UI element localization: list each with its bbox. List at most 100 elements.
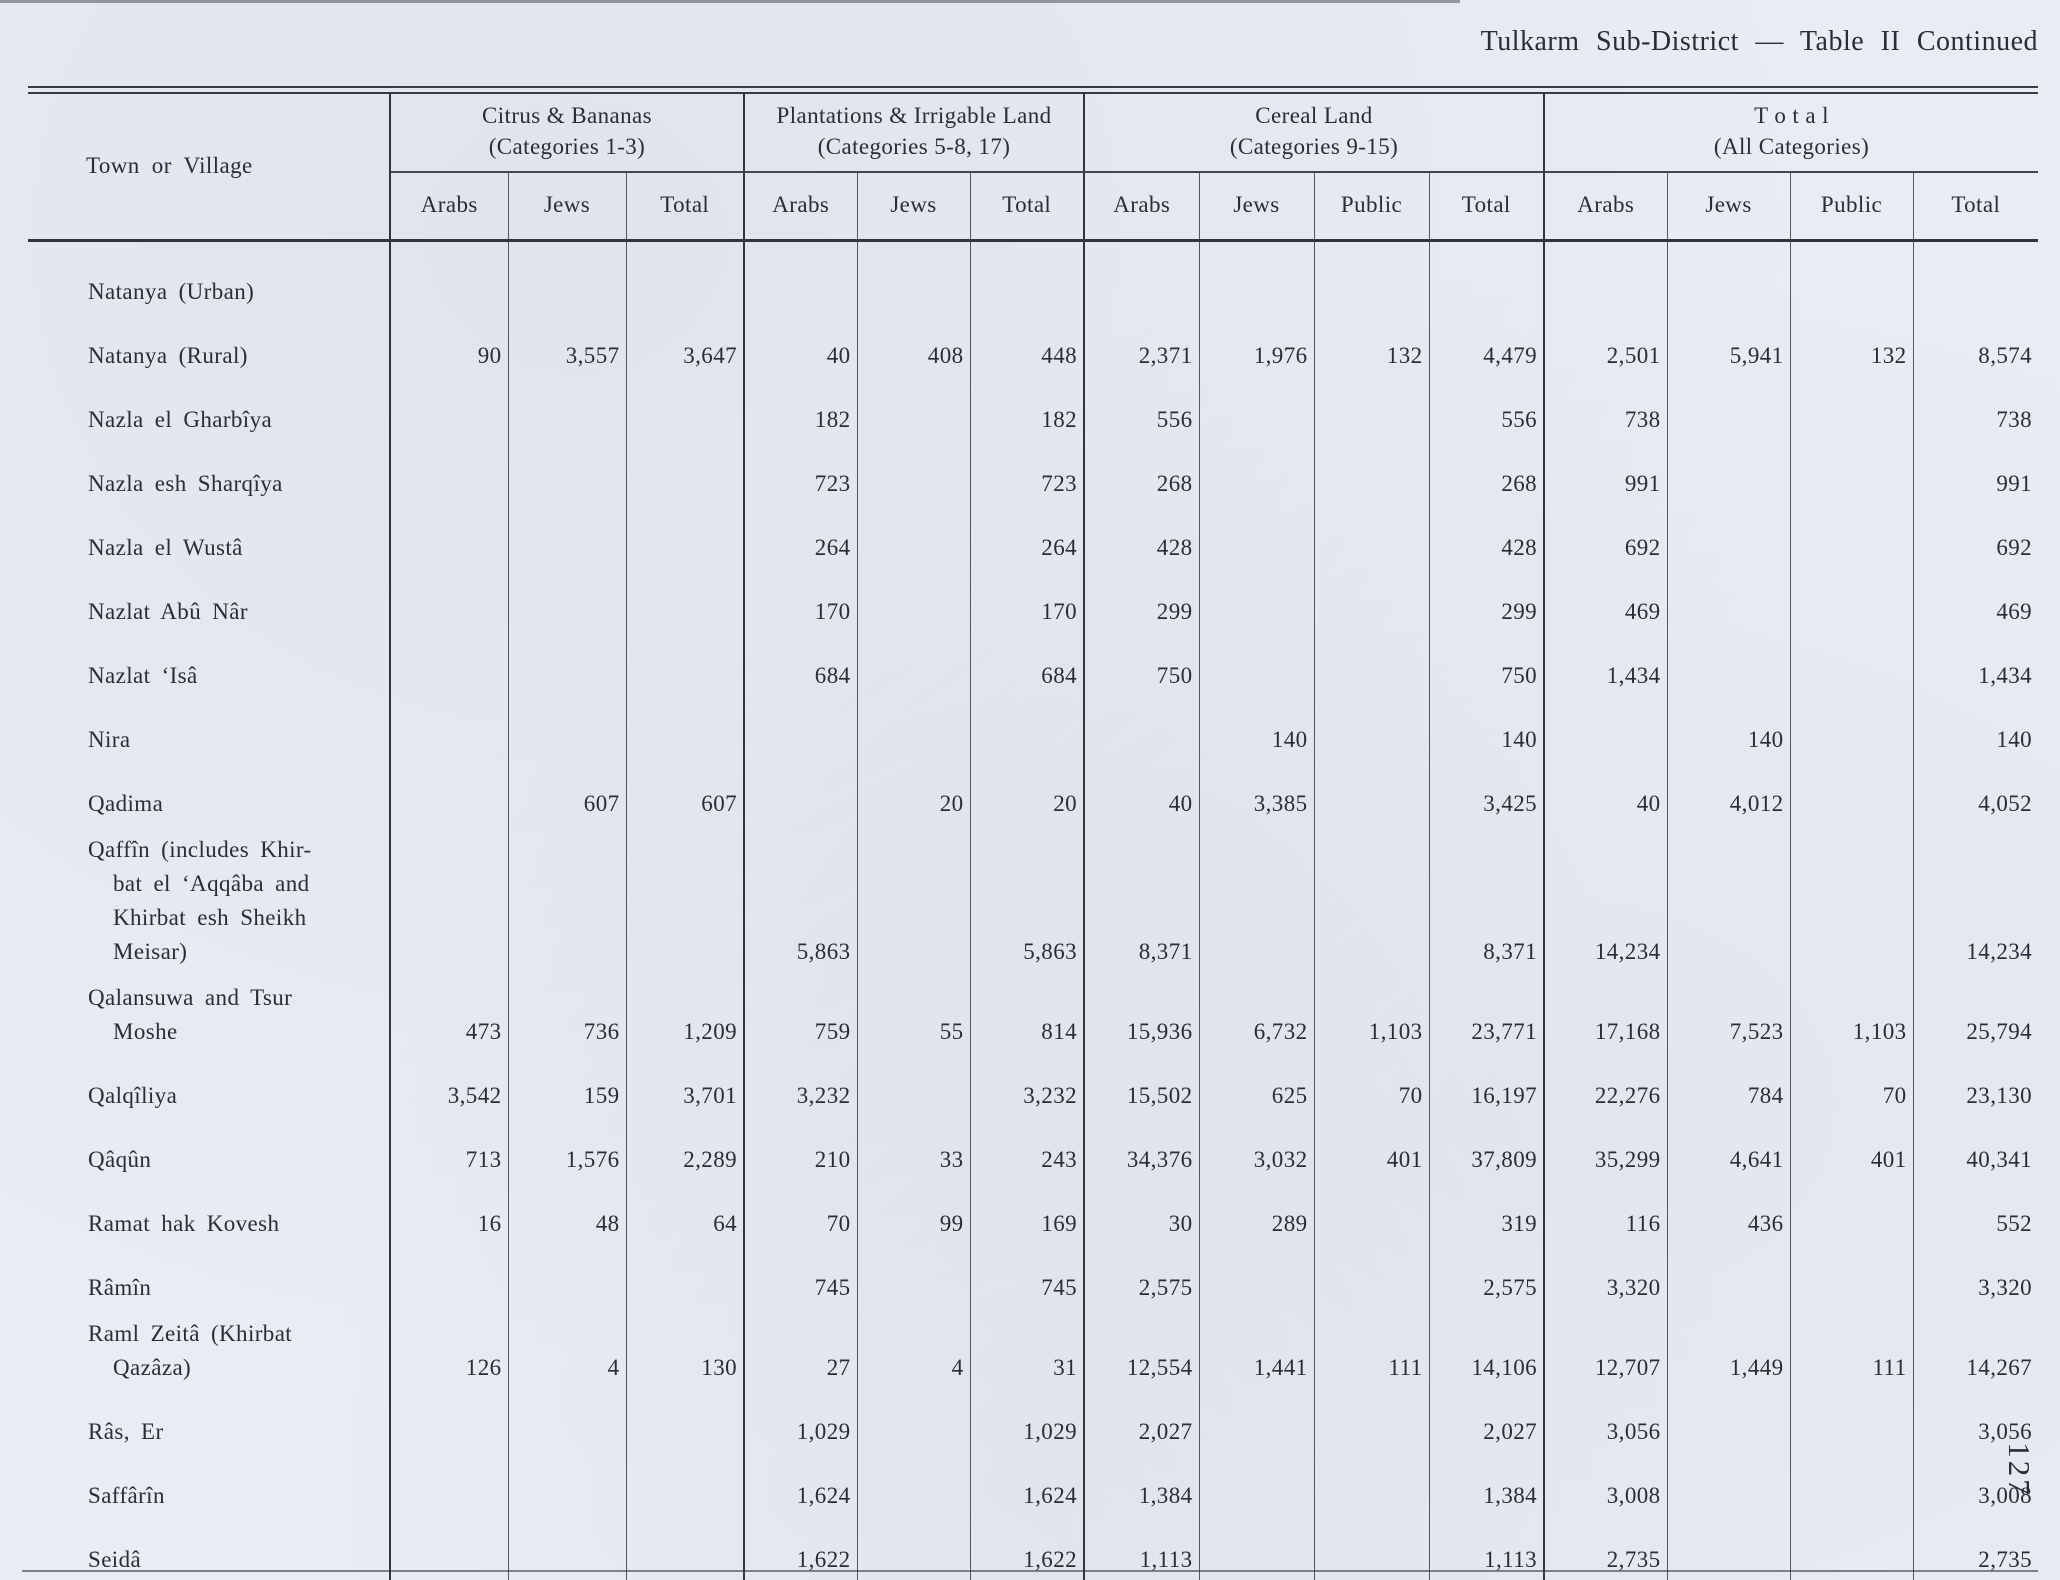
column-header: Arabs	[390, 172, 509, 242]
town-name-line: Qadima	[88, 791, 164, 816]
cell-value	[1199, 512, 1315, 576]
column-header: Total	[1913, 172, 2039, 242]
cell-value	[508, 512, 627, 576]
cell-value: 12,554	[1084, 1316, 1200, 1396]
town-name: Saffârîn	[28, 1460, 391, 1524]
cell-value: 2,575	[1429, 1252, 1546, 1316]
table-row: Natanya (Rural) 90 3,557 3,647 40 408 448 2,371…	[28, 320, 2038, 384]
cell-value: 159	[508, 1060, 627, 1124]
cell-value: 111	[1790, 1316, 1914, 1396]
cell-value: 14,234	[1544, 832, 1668, 980]
cell-value	[1667, 1396, 1791, 1460]
column-header: Public	[1314, 172, 1430, 242]
cell-value: 750	[1084, 640, 1200, 704]
cell-value: 33	[857, 1124, 971, 1188]
cell-value	[1314, 768, 1430, 832]
cell-value: 3,056	[1544, 1396, 1668, 1460]
cell-value: 1,029	[970, 1396, 1085, 1460]
town-name-line: Moshe	[113, 1019, 178, 1044]
cell-value	[1084, 704, 1200, 768]
town-name-line: Natanya (Rural)	[88, 343, 248, 368]
town-name-line: Nazlat Abû Nâr	[88, 599, 248, 624]
town-name-line: Qalansuwa and Tsur	[88, 985, 293, 1010]
cell-value	[1667, 448, 1791, 512]
cell-value: 3,056	[1978, 1419, 2033, 1444]
cell-value: 140	[1199, 704, 1315, 768]
table-row: Nira 140 140 140 140	[28, 704, 2038, 768]
cell-value	[1199, 576, 1315, 640]
town-name-line: Ramat hak Kovesh	[88, 1211, 280, 1236]
cell-value: 264	[744, 512, 858, 576]
table-row: Râs, Er 1,029 1,029 2,027 2,027 3,056 3,056	[28, 1396, 2038, 1460]
cell-value: 1,434	[1978, 663, 2033, 688]
group-sublabel: (Categories 5-8, 17)	[817, 134, 1011, 159]
cell-value: 723	[970, 448, 1085, 512]
table-row: Nazla esh Sharqîya 723 723 268 268 991 991	[28, 448, 2038, 512]
cell-value	[1199, 832, 1315, 980]
cell-value: 2,501	[1544, 320, 1668, 384]
cell-value	[1790, 1188, 1914, 1252]
cell-value	[1667, 576, 1791, 640]
town-name: Raml Zeitâ (Khirbat Qazâza)	[28, 1316, 391, 1396]
cell-value: 182	[970, 384, 1085, 448]
cell-value: 40	[1544, 768, 1668, 832]
cell-value	[1790, 704, 1914, 768]
column-header: Arabs	[1084, 172, 1200, 242]
cell-value: 1,449	[1667, 1316, 1791, 1396]
cell-value	[1790, 512, 1914, 576]
cell-value: 738	[1996, 407, 2033, 432]
cell-value	[1667, 1252, 1791, 1316]
cell-value: 607	[508, 768, 627, 832]
table-row: Qadima 607 607 20 20 40 3,385 3,425 40 4,012 4,052	[28, 768, 2038, 832]
column-header: Public	[1790, 172, 1914, 242]
cell-value: 3,032	[1199, 1124, 1315, 1188]
town-name: Qalqîliya	[28, 1060, 391, 1124]
cell-value: 14,234	[1966, 939, 2033, 964]
cell-value	[857, 240, 971, 320]
cell-value	[390, 384, 509, 448]
cell-value	[857, 1060, 971, 1124]
cell-value: 319	[1429, 1188, 1546, 1252]
group-label: Cereal Land	[1255, 103, 1373, 128]
cell-value	[390, 1396, 509, 1460]
cell-value: 70	[1790, 1060, 1914, 1124]
cell-value	[508, 448, 627, 512]
cell-value: 723	[744, 448, 858, 512]
cell-value: 991	[1544, 448, 1668, 512]
cell-value	[1667, 240, 1791, 320]
cell-value	[1199, 384, 1315, 448]
cell-value: 3,425	[1429, 768, 1546, 832]
cell-value: 552	[1996, 1211, 2033, 1236]
cell-value: 1,434	[1544, 640, 1668, 704]
cell-value	[1199, 640, 1315, 704]
town-name-line: Meisar)	[113, 939, 188, 964]
town-name: Nazla el Gharbîya	[28, 384, 391, 448]
town-name-line: Qâqûn	[88, 1147, 152, 1172]
cell-value	[1667, 512, 1791, 576]
cell-value	[390, 640, 509, 704]
cell-value: 3,232	[970, 1060, 1085, 1124]
cell-value	[1314, 576, 1430, 640]
cell-value	[1667, 1460, 1791, 1524]
cell-value: 401	[1790, 1124, 1914, 1188]
citrus-bananas-header: Citrus & Bananas (Categories 1-3)	[390, 92, 745, 173]
cell-value	[626, 640, 745, 704]
cell-value: 607	[626, 768, 745, 832]
cell-value	[1314, 832, 1430, 980]
cell-value	[1199, 240, 1315, 320]
cell-value: 814	[970, 980, 1085, 1060]
cell-value	[1667, 832, 1791, 980]
cell-value: 3,008	[1978, 1483, 2033, 1508]
cell-value: 1,441	[1199, 1316, 1315, 1396]
cell-value: 3,320	[1978, 1275, 2033, 1300]
town-name: Nazla esh Sharqîya	[28, 448, 391, 512]
cell-value: 264	[970, 512, 1085, 576]
page-number: 127	[2001, 1442, 2037, 1498]
cell-value	[1790, 1460, 1914, 1524]
cell-value: 8,574	[1978, 343, 2033, 368]
column-header: Total	[1429, 172, 1546, 242]
cell-value: 140	[1996, 727, 2033, 752]
cell-value	[1314, 1188, 1430, 1252]
cell-value: 428	[1429, 512, 1546, 576]
page-title: Tulkarm Sub-District — Table II Continue…	[1480, 26, 2038, 57]
